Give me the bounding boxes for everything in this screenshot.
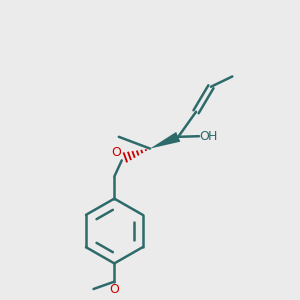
Text: O: O xyxy=(112,146,122,159)
Text: O: O xyxy=(110,283,119,296)
Text: O: O xyxy=(200,130,209,143)
Polygon shape xyxy=(150,132,180,148)
Text: H: H xyxy=(207,130,217,143)
